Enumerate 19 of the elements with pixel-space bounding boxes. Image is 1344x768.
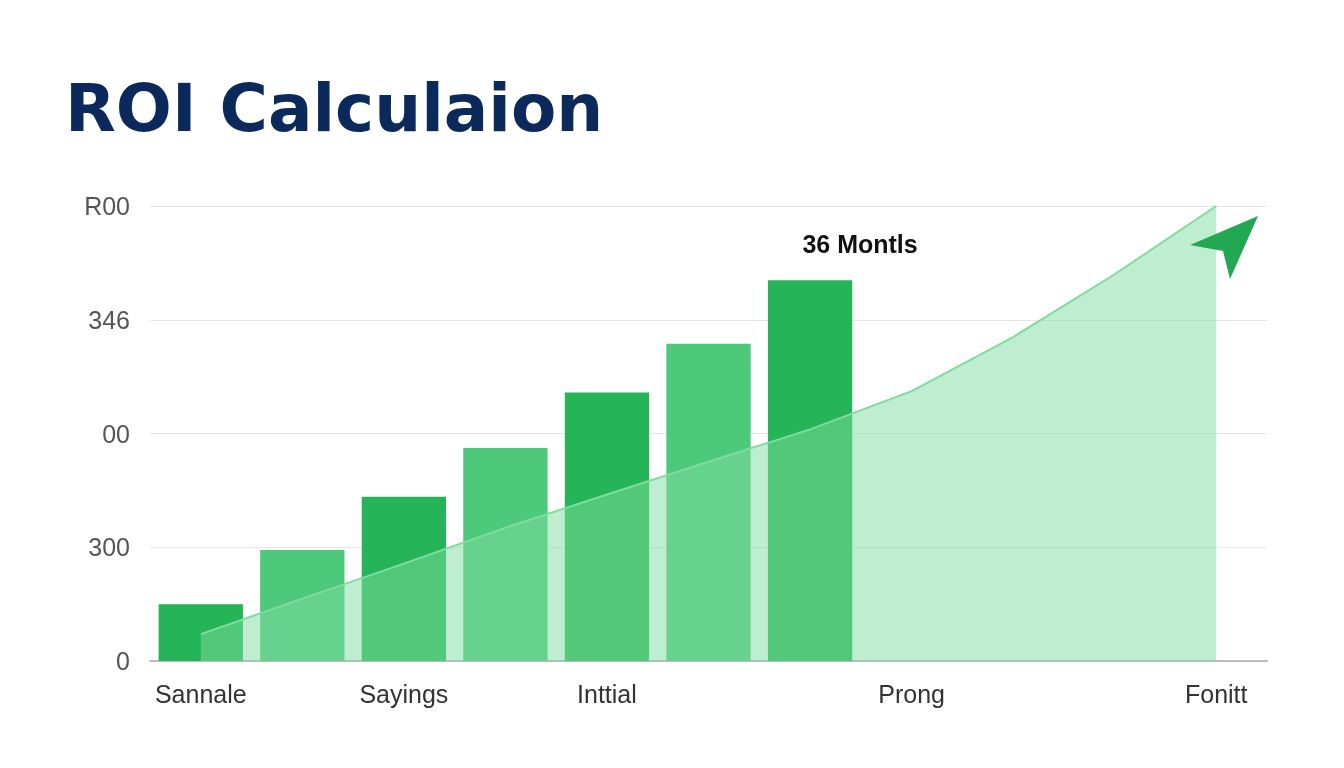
text: 00 [102, 419, 130, 448]
chart-title: ROI Calculaion [65, 69, 604, 147]
x-tick-label: Sayings [359, 679, 449, 708]
bar [158, 604, 243, 661]
bar [361, 496, 447, 661]
text: 0 [116, 647, 130, 675]
x-tick-label: Inttial [577, 679, 637, 708]
bar [260, 549, 345, 661]
bar [564, 392, 650, 661]
text: 300 [88, 533, 130, 562]
bar [767, 280, 853, 661]
text: R00 [84, 192, 130, 220]
text: 346 [88, 305, 130, 334]
bar [666, 343, 751, 661]
annotation: 36 Montls [802, 230, 918, 259]
x-tick-label: Prong [878, 679, 945, 708]
x-tick-label: Sannale [154, 679, 247, 708]
bar [463, 448, 548, 661]
x-tick-label: Fonitt [1184, 679, 1248, 708]
